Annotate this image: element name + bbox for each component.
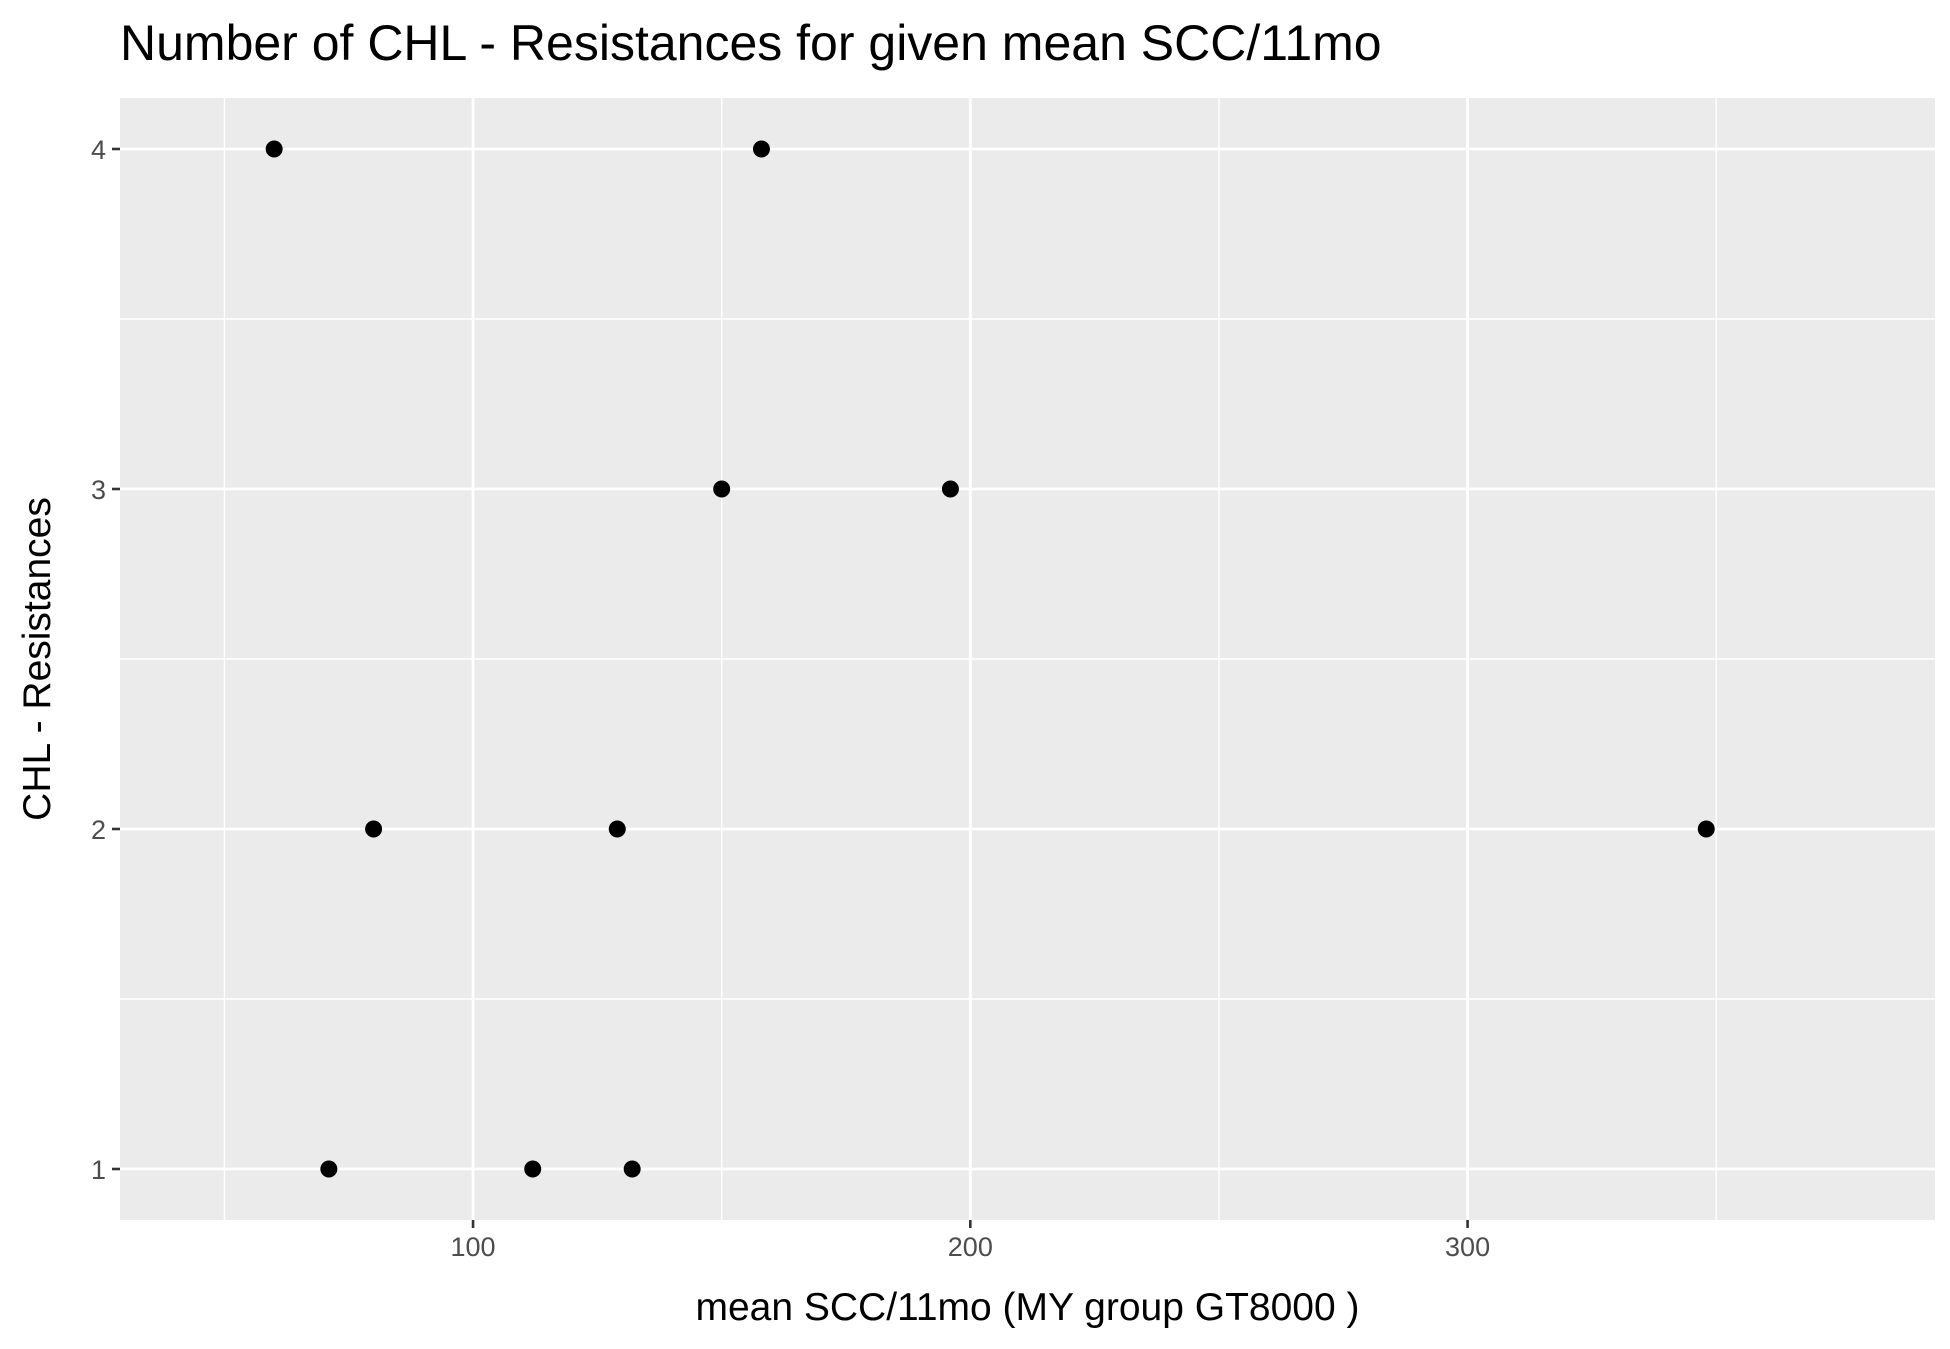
x-axis: 100 200 300 bbox=[451, 1220, 1490, 1262]
data-point bbox=[320, 1160, 338, 1178]
data-point bbox=[608, 820, 626, 838]
data-point bbox=[365, 820, 383, 838]
x-tick-label: 300 bbox=[1445, 1232, 1490, 1262]
data-point bbox=[524, 1160, 542, 1178]
y-axis-title: CHL - Resistances bbox=[16, 497, 59, 821]
data-point bbox=[623, 1160, 641, 1178]
data-point bbox=[752, 140, 770, 158]
data-point bbox=[265, 140, 283, 158]
x-tick-label: 100 bbox=[451, 1232, 496, 1262]
y-axis: 1 2 3 4 bbox=[91, 135, 120, 1185]
data-points bbox=[265, 140, 1715, 1178]
chart-title: Number of CHL - Resistances for given me… bbox=[120, 15, 1382, 71]
major-gridlines bbox=[120, 98, 1935, 1220]
data-point bbox=[713, 480, 731, 498]
y-tick-label: 2 bbox=[91, 815, 106, 845]
y-tick-label: 4 bbox=[91, 135, 106, 165]
data-point bbox=[1697, 820, 1715, 838]
y-tick-label: 3 bbox=[91, 475, 106, 505]
data-point bbox=[941, 480, 959, 498]
y-tick-label: 1 bbox=[91, 1155, 106, 1185]
x-axis-title: mean SCC/11mo (MY group GT8000 ) bbox=[695, 1286, 1359, 1329]
x-tick-label: 200 bbox=[948, 1232, 993, 1262]
minor-gridlines bbox=[120, 98, 1935, 1220]
